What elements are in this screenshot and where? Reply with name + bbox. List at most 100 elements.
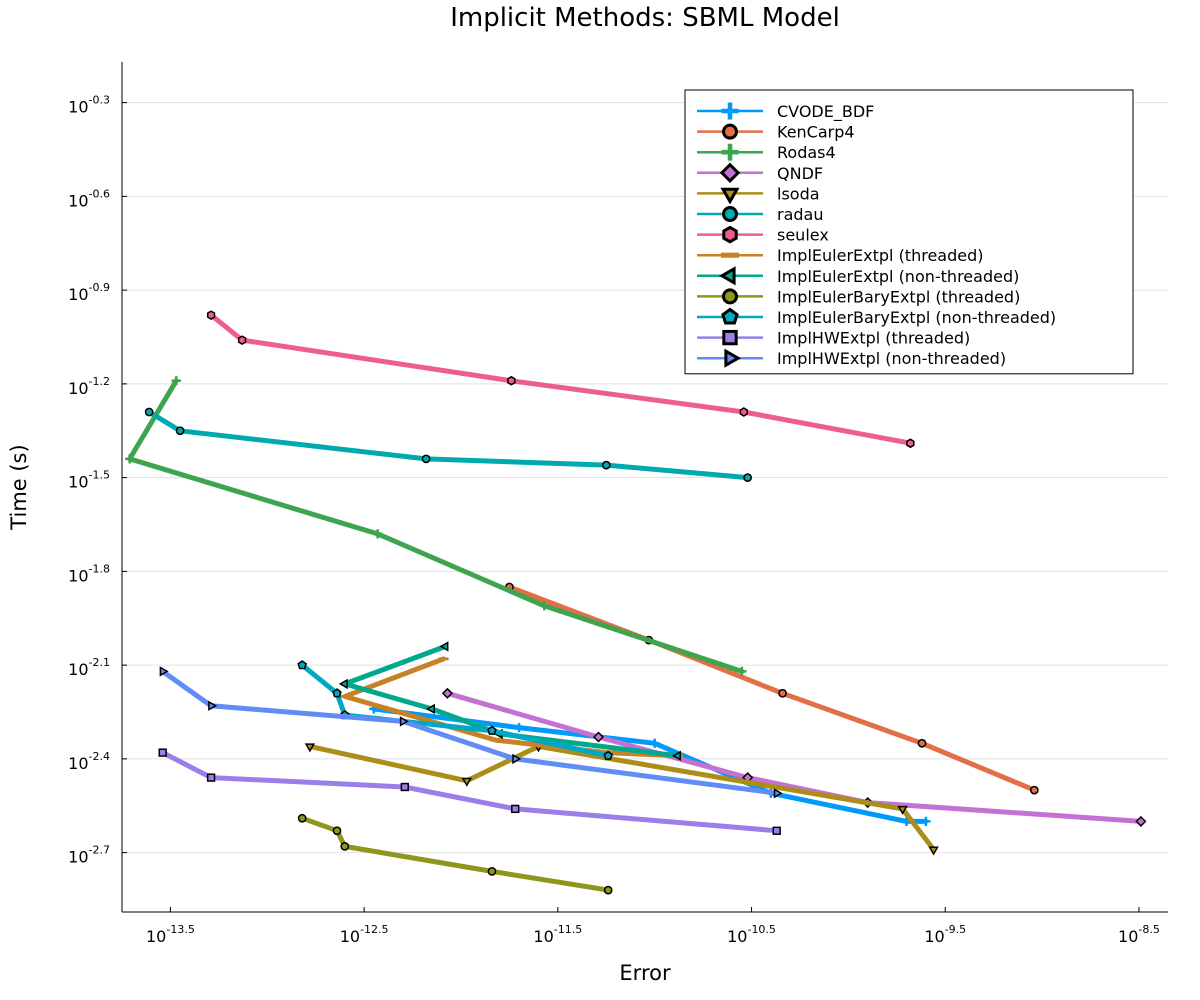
legend-box xyxy=(684,89,1134,375)
series-1-point-4 xyxy=(1029,785,1039,795)
legend-item-12: ImplHWExtpl (non-threaded) xyxy=(697,348,1006,368)
legend-label-9: ImplEulerBaryExtpl (threaded) xyxy=(777,287,1020,306)
series-0-point-5 xyxy=(921,816,931,827)
legend-marker-9 xyxy=(722,288,738,305)
series-8-point-0 xyxy=(439,641,449,652)
series-9-point-1 xyxy=(332,826,342,836)
y-tick-label-4: 10-1.5 xyxy=(68,469,110,492)
legend-item-7: ImplEulerExtpl (threaded) xyxy=(697,246,984,265)
y-tick-label-2: 10-0.9 xyxy=(68,281,110,304)
series-8-point-2 xyxy=(425,703,435,715)
y-tick-label-1: 10-0.6 xyxy=(68,187,110,210)
x-tick-label-5: 10-8.5 xyxy=(1118,923,1160,946)
series-12-point-1 xyxy=(208,700,218,711)
y-tick-label-3: 10-1.2 xyxy=(68,375,110,398)
legend-item-6: seulex xyxy=(697,226,829,245)
series-6-point-3 xyxy=(739,407,748,417)
legend-marker-0 xyxy=(721,102,739,120)
legend-label-10: ImplEulerBaryExtpl (non-threaded) xyxy=(777,308,1056,327)
series-2-point-1 xyxy=(125,454,135,464)
series-5-point-2 xyxy=(421,454,431,464)
x-tick-label-2: 10-11.5 xyxy=(533,923,582,946)
legend-label-2: Rodas4 xyxy=(777,143,836,162)
series-1-point-3 xyxy=(917,738,927,748)
series-0-point-2 xyxy=(650,738,660,748)
legend-label-4: lsoda xyxy=(777,184,820,203)
series-5 xyxy=(144,407,753,482)
legend-item-3: QNDF xyxy=(697,162,823,184)
legend-marker-1 xyxy=(722,123,738,140)
series-5-point-4 xyxy=(743,473,753,482)
series-12-point-4 xyxy=(773,788,783,799)
legend-marker-6 xyxy=(722,225,738,244)
legend-label-7: ImplEulerExtpl (threaded) xyxy=(777,246,984,265)
y-tick-label-6: 10-2.1 xyxy=(68,656,110,679)
legend-item-10: ImplEulerBaryExtpl (non-threaded) xyxy=(697,307,1056,327)
series-10-point-0 xyxy=(297,660,307,670)
legend-marker-11 xyxy=(722,329,738,346)
legend-marker-10 xyxy=(721,307,739,325)
series-2-point-2 xyxy=(373,529,383,539)
series-0-point-1 xyxy=(514,722,524,733)
series-3-point-4 xyxy=(1135,815,1147,827)
legend-marker-5 xyxy=(722,206,738,222)
legend-item-5: radau xyxy=(697,205,823,224)
legend-label-11: ImplHWExtpl (threaded) xyxy=(777,329,970,348)
legend-label-3: QNDF xyxy=(777,164,823,183)
series-5-point-3 xyxy=(601,460,611,470)
legend-item-2: Rodas4 xyxy=(697,143,836,162)
series-2-point-3 xyxy=(539,601,549,611)
series-5-point-1 xyxy=(175,426,185,436)
legend-marker-3 xyxy=(719,162,741,184)
series-4-point-3 xyxy=(897,805,908,815)
series-4-point-4 xyxy=(928,846,939,856)
series-9-point-2 xyxy=(340,842,350,851)
series-6-point-2 xyxy=(507,375,516,386)
legend-item-1: KenCarp4 xyxy=(697,123,855,142)
legend-item-4: lsoda xyxy=(697,184,820,205)
series-2 xyxy=(125,376,747,677)
x-tick-label-4: 10-9.5 xyxy=(924,923,966,946)
legend-label-12: ImplHWExtpl (non-threaded) xyxy=(777,349,1006,368)
y-axis-title: Time (s) xyxy=(7,444,31,530)
series-8-point-4 xyxy=(671,750,681,761)
series-11 xyxy=(158,748,781,835)
series-4-point-1 xyxy=(461,777,472,787)
legend-marker-4 xyxy=(720,187,740,205)
series-9-point-0 xyxy=(297,813,307,823)
legend-item-0: CVODE_BDF xyxy=(697,102,874,122)
series-11-point-1 xyxy=(206,773,216,782)
series-6-point-4 xyxy=(906,438,915,449)
grid xyxy=(122,102,1168,854)
y-tick-label-0: 10-0.3 xyxy=(68,94,110,117)
series-8 xyxy=(338,641,681,761)
series-8-point-1 xyxy=(338,678,348,690)
legend-label-5: radau xyxy=(777,205,823,224)
series-12 xyxy=(159,666,783,799)
series-11-point-2 xyxy=(400,782,409,792)
series-1-point-2 xyxy=(778,688,787,698)
series-12-point-2 xyxy=(399,716,409,727)
chart-title: Implicit Methods: SBML Model xyxy=(450,3,840,33)
x-tick-label-1: 10-12.5 xyxy=(340,923,389,946)
series-11-point-3 xyxy=(511,804,520,814)
legend-item-9: ImplEulerBaryExtpl (threaded) xyxy=(697,287,1020,306)
series-3-point-1 xyxy=(592,731,605,743)
legend-item-8: ImplEulerExtpl (non-threaded) xyxy=(697,266,1019,286)
x-tick-label-0: 10-13.5 xyxy=(146,923,195,946)
series-10-point-1 xyxy=(332,688,342,698)
series-6-point-0 xyxy=(206,310,216,320)
x-axis-title: Error xyxy=(619,961,671,985)
series-10-point-3 xyxy=(487,725,497,735)
legend-label-6: seulex xyxy=(777,226,829,245)
series-9-point-3 xyxy=(487,867,497,876)
series-6-point-1 xyxy=(237,335,247,345)
legend-item-11: ImplHWExtpl (threaded) xyxy=(697,329,970,348)
legend-label-8: ImplEulerExtpl (non-threaded) xyxy=(777,267,1019,286)
series-4-point-0 xyxy=(304,743,316,753)
series-6 xyxy=(206,310,915,449)
series-12-point-3 xyxy=(512,753,522,765)
series-5-point-0 xyxy=(144,407,154,417)
